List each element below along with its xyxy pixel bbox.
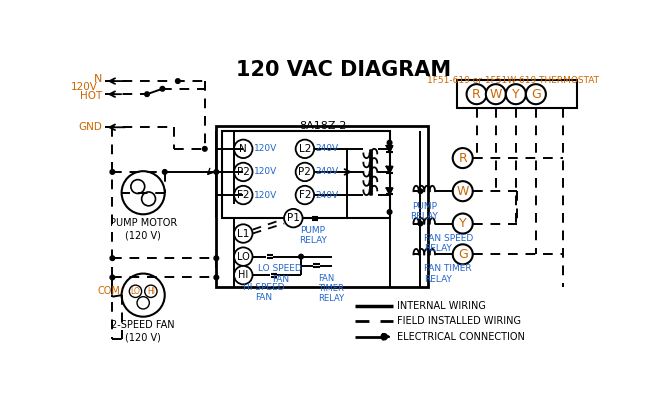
Circle shape	[453, 244, 473, 264]
Text: 120V: 120V	[254, 168, 277, 176]
Text: GND: GND	[78, 122, 103, 132]
Circle shape	[160, 86, 165, 91]
Text: INTERNAL WIRING: INTERNAL WIRING	[397, 301, 486, 311]
Circle shape	[295, 163, 314, 181]
Text: COM: COM	[98, 286, 121, 296]
Circle shape	[214, 170, 218, 174]
Text: 120V: 120V	[71, 82, 98, 92]
Circle shape	[387, 210, 392, 214]
Text: W: W	[456, 185, 469, 198]
Circle shape	[110, 275, 115, 280]
Circle shape	[110, 256, 115, 261]
Circle shape	[131, 180, 145, 194]
Circle shape	[145, 92, 149, 96]
Text: G: G	[458, 248, 468, 261]
Circle shape	[381, 334, 387, 340]
Circle shape	[526, 84, 546, 104]
Text: FAN SPEED
RELAY: FAN SPEED RELAY	[424, 233, 474, 253]
Circle shape	[234, 224, 253, 243]
Circle shape	[176, 79, 180, 83]
Text: LO SPEED
FAN: LO SPEED FAN	[259, 264, 302, 284]
Bar	[458, 80, 577, 108]
Circle shape	[162, 170, 167, 174]
Polygon shape	[387, 166, 393, 173]
Circle shape	[299, 254, 304, 259]
Text: FIELD INSTALLED WIRING: FIELD INSTALLED WIRING	[397, 316, 521, 326]
Text: Y: Y	[459, 217, 466, 230]
Text: G: G	[531, 88, 541, 101]
Circle shape	[466, 84, 486, 104]
Circle shape	[234, 247, 253, 266]
Circle shape	[506, 84, 526, 104]
Text: HI SPEED
FAN: HI SPEED FAN	[243, 283, 285, 302]
Text: HI: HI	[147, 287, 155, 296]
Text: F2: F2	[237, 190, 249, 200]
Circle shape	[295, 140, 314, 158]
Circle shape	[141, 192, 155, 206]
Text: P2: P2	[298, 167, 312, 177]
Circle shape	[418, 221, 423, 226]
Circle shape	[145, 285, 157, 297]
Text: PUMP
RELAY: PUMP RELAY	[299, 226, 326, 245]
Text: FAN TIMER
RELAY: FAN TIMER RELAY	[424, 264, 472, 284]
Circle shape	[122, 171, 165, 214]
Text: 240V: 240V	[316, 144, 339, 153]
Circle shape	[295, 186, 314, 204]
Text: 8A18Z-2: 8A18Z-2	[299, 121, 346, 131]
Text: N: N	[239, 144, 247, 154]
Circle shape	[110, 170, 115, 174]
Circle shape	[453, 214, 473, 233]
Circle shape	[234, 266, 253, 285]
Text: 120 VAC DIAGRAM: 120 VAC DIAGRAM	[236, 59, 451, 80]
Circle shape	[129, 285, 141, 297]
Text: 240V: 240V	[316, 191, 339, 199]
Text: 2-SPEED FAN
(120 V): 2-SPEED FAN (120 V)	[111, 320, 175, 342]
Circle shape	[453, 181, 473, 201]
Text: Y: Y	[512, 88, 520, 101]
Text: 1F51-619 or 1F51W-619 THERMOSTAT: 1F51-619 or 1F51W-619 THERMOSTAT	[427, 76, 599, 85]
Circle shape	[234, 186, 253, 204]
Circle shape	[214, 256, 218, 261]
Text: LO: LO	[131, 287, 141, 296]
Polygon shape	[387, 188, 393, 194]
Circle shape	[214, 275, 218, 280]
Text: 240V: 240V	[316, 168, 339, 176]
Bar	[222, 131, 389, 218]
Text: FAN
TIMER
RELAY: FAN TIMER RELAY	[318, 274, 344, 303]
Circle shape	[387, 140, 392, 145]
Circle shape	[418, 189, 423, 194]
Text: N: N	[94, 74, 103, 84]
Circle shape	[202, 147, 207, 151]
Text: LO: LO	[237, 252, 250, 261]
Circle shape	[453, 148, 473, 168]
Text: 120V: 120V	[254, 191, 277, 199]
Text: PUMP
RELAY: PUMP RELAY	[410, 202, 438, 221]
Text: 120V: 120V	[254, 144, 277, 153]
Circle shape	[486, 84, 506, 104]
Text: W: W	[490, 88, 502, 101]
Text: P2: P2	[237, 167, 250, 177]
Circle shape	[234, 163, 253, 181]
Text: PUMP MOTOR
(120 V): PUMP MOTOR (120 V)	[110, 218, 177, 241]
Text: HI: HI	[238, 270, 249, 280]
Circle shape	[284, 209, 303, 228]
Circle shape	[137, 297, 149, 309]
Text: P1: P1	[287, 213, 299, 223]
Polygon shape	[387, 146, 393, 152]
Bar	[216, 126, 428, 287]
Text: HOT: HOT	[80, 91, 103, 101]
Text: R: R	[458, 152, 467, 165]
Circle shape	[122, 274, 165, 317]
Text: R: R	[472, 88, 481, 101]
Text: F2: F2	[299, 190, 311, 200]
Text: ELECTRICAL CONNECTION: ELECTRICAL CONNECTION	[397, 332, 525, 342]
Text: L1: L1	[237, 228, 249, 238]
Circle shape	[234, 140, 253, 158]
Text: L2: L2	[299, 144, 311, 154]
